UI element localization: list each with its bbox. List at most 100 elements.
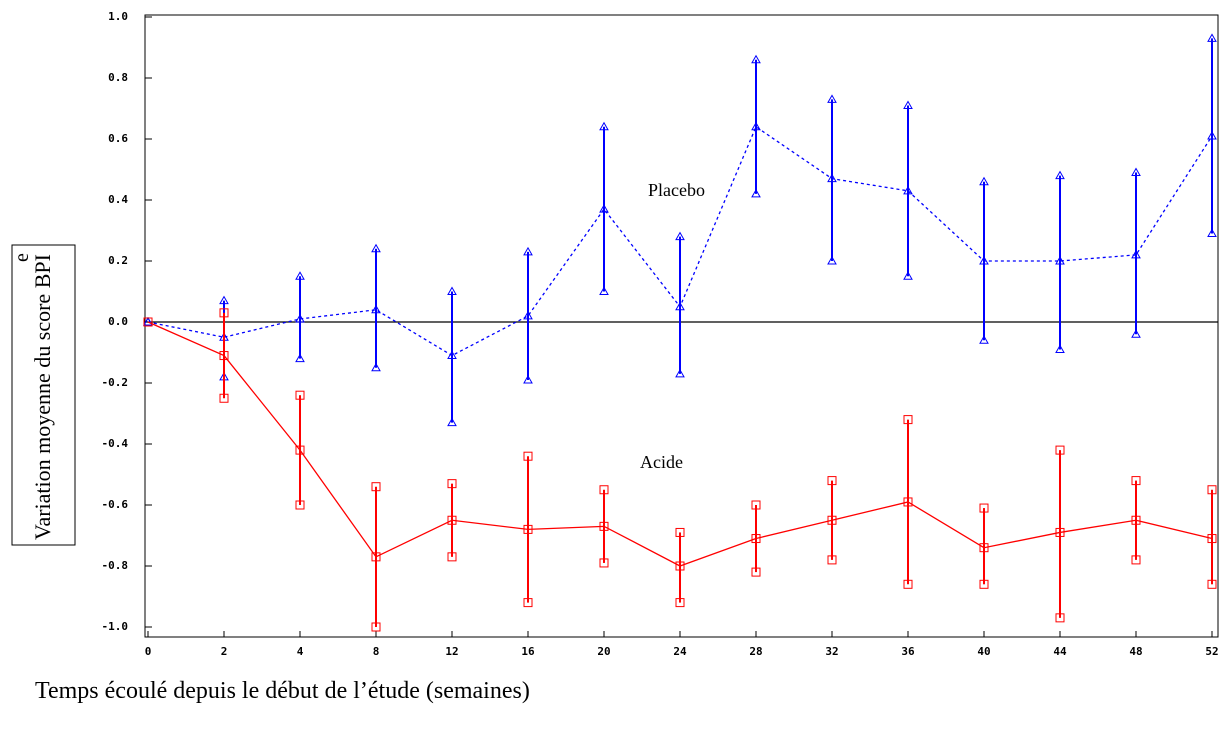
square-marker [371,482,381,492]
square-marker [751,500,761,510]
triangle-marker [1207,130,1217,140]
x-tick-label: 52 [1205,645,1218,658]
x-tick-label: 40 [977,645,990,658]
triangle-marker [827,94,837,103]
square-marker [447,479,457,489]
x-tick-label: 0 [145,645,152,658]
square-marker [979,579,989,589]
plot-frame [144,14,1219,638]
x-tick-label: 32 [825,645,838,658]
triangle-marker [1131,167,1141,177]
triangle-marker [1207,33,1217,42]
x-tick-label: 44 [1053,645,1067,658]
triangle-marker [1055,170,1065,180]
y-label-superscript: e [11,253,33,262]
square-marker [295,500,305,510]
triangle-marker [903,185,913,195]
triangle-marker [1055,255,1065,265]
triangle-marker [751,121,761,131]
triangle-marker [599,286,609,295]
y-tick-label: 0.0 [108,315,128,328]
x-tick-label: 4 [297,645,304,658]
square-marker [827,476,837,486]
triangle-marker [979,255,989,265]
square-marker [827,515,837,525]
triangle-marker [371,304,381,314]
square-marker [1055,445,1065,455]
triangle-marker [599,121,609,131]
square-marker [447,552,457,562]
y-tick-label: -0.8 [102,559,129,572]
y-tick-label: -0.2 [102,376,129,389]
square-marker [751,567,761,577]
square-marker [143,317,153,327]
triangle-marker [903,271,913,280]
square-marker [1207,579,1217,589]
y-tick-label: -0.6 [102,498,129,511]
x-tick-label: 28 [749,645,762,658]
square-marker [1207,534,1217,544]
square-marker [219,351,229,361]
y-tick-label: 0.4 [108,193,128,206]
square-marker [675,598,685,608]
square-marker [1055,613,1065,623]
square-marker [903,497,913,507]
square-marker [751,534,761,544]
triangle-marker [979,335,989,344]
triangle-marker [827,173,837,183]
x-tick-label: 20 [597,645,610,658]
square-marker [1131,515,1141,525]
triangle-marker [751,188,761,198]
x-tick-label: 24 [673,645,687,658]
x-tick-label: 2 [221,645,228,658]
square-marker [675,561,685,571]
x-tick-label: 8 [373,645,380,658]
triangle-marker [1055,344,1065,353]
triangle-marker [523,310,533,320]
square-marker [219,308,229,318]
square-marker [523,451,533,461]
triangle-marker [143,316,153,326]
square-marker [295,390,305,400]
square-marker [371,552,381,562]
triangle-marker [295,353,305,363]
triangle-marker [447,286,457,295]
series-label: Placebo [648,180,705,200]
square-marker [979,503,989,513]
square-marker [295,445,305,455]
square-marker [219,393,229,403]
triangle-marker [599,204,609,213]
triangle-marker [675,301,685,311]
y-tick-label: 0.6 [108,132,128,145]
triangle-marker [827,255,837,265]
x-tick-label: 16 [521,645,535,658]
triangle-marker [371,362,381,372]
triangle-marker [219,295,229,305]
triangle-marker [1131,329,1141,338]
y-tick-label: 0.2 [108,254,128,267]
square-marker [1131,555,1141,565]
square-marker [447,515,457,525]
x-axis-label: Temps écoulé depuis le début de l’étude … [35,678,530,704]
y-axis-label: Variation moyenne du score BPI [30,254,55,540]
triangle-marker [447,350,457,360]
x-tick-label: 12 [445,645,458,658]
triangle-marker [1207,228,1217,238]
triangle-marker [1131,249,1141,259]
series-label: Acide [640,452,683,472]
square-marker [1207,485,1217,495]
triangle-marker [447,417,457,427]
square-marker [371,622,381,632]
square-marker [903,579,913,589]
square-marker [1055,527,1065,537]
x-tick-label: 48 [1129,645,1142,658]
square-marker [523,598,533,608]
triangle-marker [523,246,533,256]
y-tick-label: -1.0 [102,620,129,633]
y-tick-label: 0.8 [108,71,128,84]
triangle-marker [675,231,685,241]
square-marker [599,558,609,568]
square-marker [1131,476,1141,486]
square-marker [599,485,609,495]
